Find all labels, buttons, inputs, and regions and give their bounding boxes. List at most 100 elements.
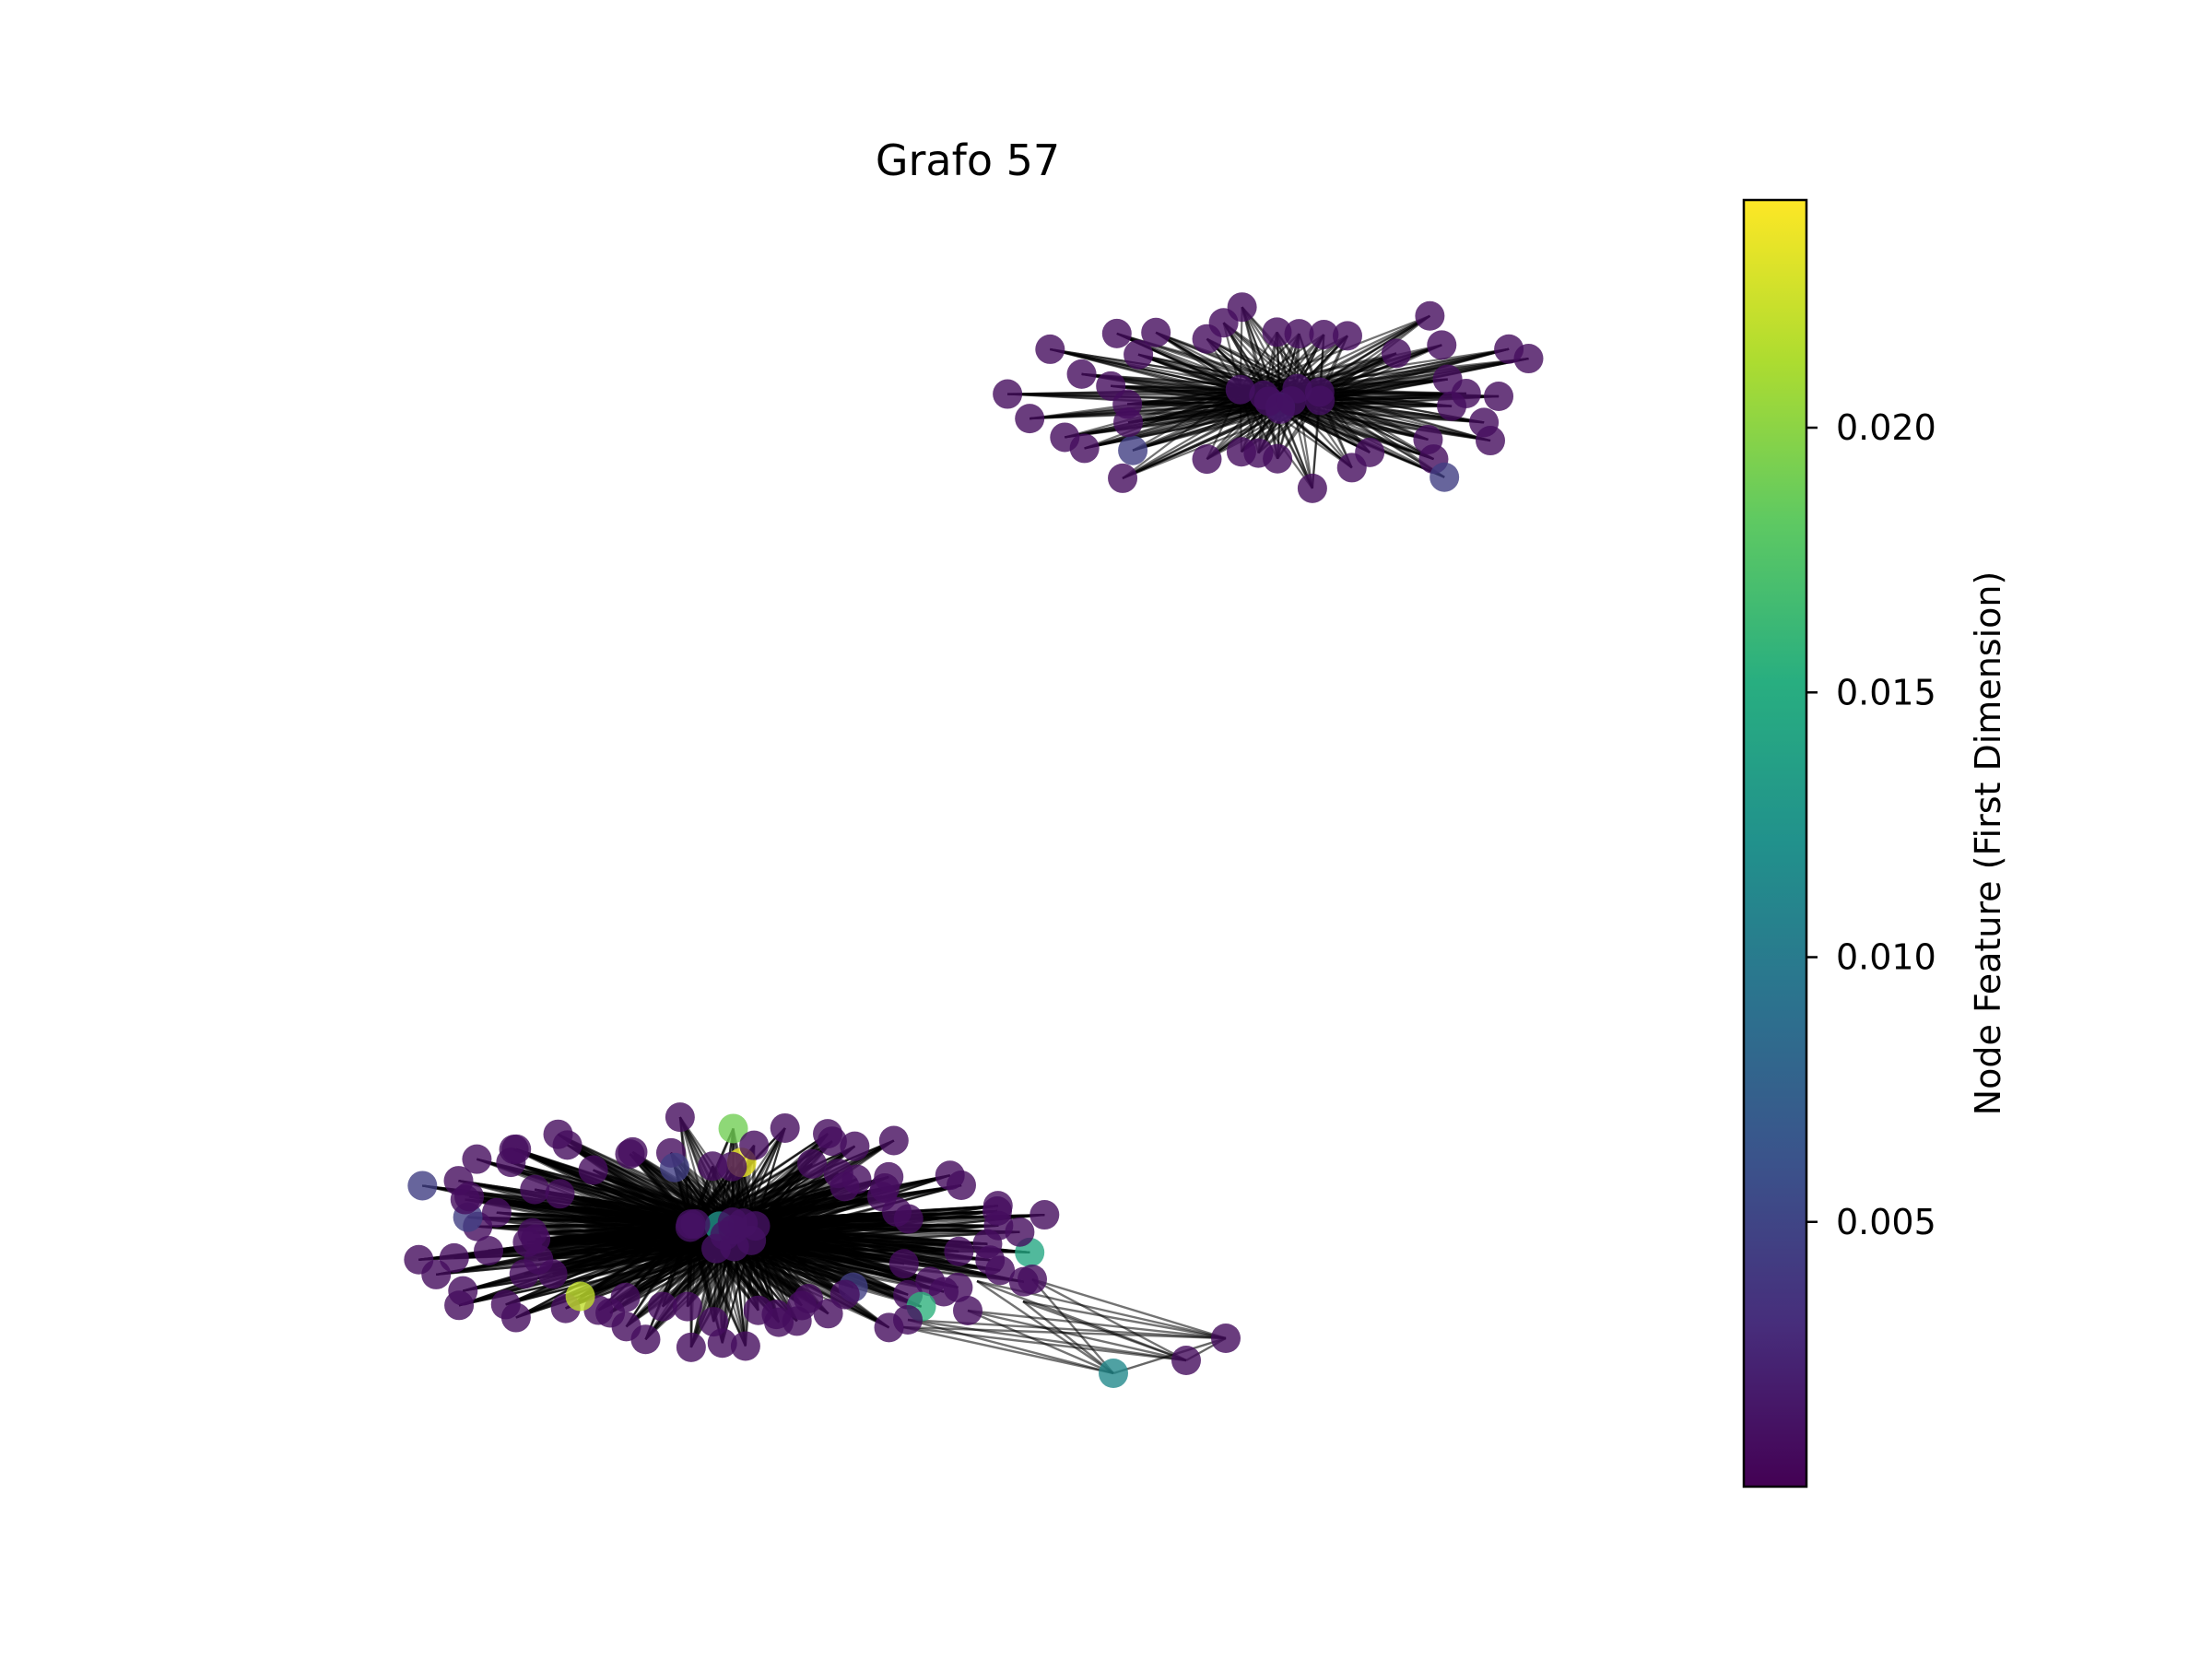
graph-node (647, 1291, 677, 1322)
graph-node (1305, 385, 1335, 416)
graph-node (1015, 404, 1045, 434)
graph-node (481, 1197, 512, 1228)
graph-node (1050, 422, 1080, 453)
graph-node (946, 1171, 976, 1201)
graph-node (1099, 1359, 1128, 1388)
graph-node (610, 1282, 641, 1312)
graph-node (944, 1236, 974, 1266)
graph-node (1451, 379, 1481, 409)
graph-node (1336, 453, 1367, 483)
graph-node (699, 1307, 729, 1337)
graph-node (1018, 1265, 1047, 1294)
graph-node (1513, 344, 1544, 374)
graph-node (1226, 437, 1256, 467)
graph-node (1141, 317, 1171, 347)
colorbar-gradient (1742, 198, 1808, 1488)
graph-node (1332, 321, 1362, 351)
graph-node (840, 1131, 870, 1161)
graph-node (1277, 386, 1307, 417)
graph-node (565, 1281, 595, 1312)
graph-node (830, 1279, 860, 1310)
graph-node (672, 1291, 702, 1322)
colorbar-ticks: 0.005 0.010 0.015 0.020 (1806, 407, 1936, 1242)
graph-node (676, 1332, 706, 1362)
graph-node (448, 1276, 478, 1306)
graph-edge (468, 1195, 717, 1250)
graph-node (817, 1126, 847, 1157)
graph-edge (724, 1230, 1020, 1237)
graph-edge (1031, 1278, 1114, 1374)
graph-edge (902, 1325, 1114, 1375)
graph-node (665, 1102, 695, 1133)
graph-node (888, 1249, 919, 1279)
graph-edge (436, 1247, 717, 1277)
graph-node (545, 1179, 575, 1209)
graph-node (813, 1299, 843, 1329)
graph-edge (902, 1325, 1187, 1362)
colorbar-tick-label: 0.010 (1836, 937, 1936, 978)
graph-node (578, 1155, 608, 1185)
graph-edge (744, 1240, 753, 1347)
graph-edge (1030, 407, 1281, 420)
graph-node (1066, 359, 1097, 389)
graph-node (1124, 339, 1154, 370)
graph-node (1108, 463, 1138, 493)
colorbar-tick-label: 0.005 (1836, 1202, 1936, 1242)
graph-node (490, 1289, 521, 1320)
graph-node (717, 1151, 747, 1182)
graph-edge (1111, 384, 1281, 411)
graph-node (1427, 330, 1457, 360)
graph-node (517, 1218, 547, 1248)
graph-node (407, 1171, 438, 1201)
graph-node (985, 1255, 1016, 1286)
graph-edge (902, 1325, 1227, 1340)
graph-node (462, 1144, 492, 1174)
graph-node (1005, 1217, 1035, 1247)
graph-edge (732, 1220, 1020, 1233)
colorbar-tick-label: 0.020 (1836, 407, 1936, 448)
graph-node (1211, 1324, 1241, 1353)
graph-edge (967, 1309, 1114, 1375)
graph-node (893, 1204, 924, 1234)
graph-node (1284, 319, 1314, 349)
graph-edge (467, 1216, 717, 1250)
graph-edge (1007, 393, 1281, 411)
graph-node (499, 1135, 529, 1165)
graph-node (739, 1130, 770, 1160)
graph-node (718, 1113, 748, 1144)
colorbar-tick-label: 0.015 (1836, 672, 1936, 712)
colorbar-label: Node Feature (First Dimension) (1968, 571, 2008, 1116)
graph-node (1171, 1346, 1201, 1375)
graph-node (1118, 435, 1148, 465)
graph-node (1030, 1200, 1060, 1230)
graph-node (770, 1112, 800, 1143)
graph-node (1035, 334, 1065, 364)
graph-edge (1240, 314, 1430, 391)
graph-node (743, 1295, 773, 1325)
graph-nodes (404, 292, 1544, 1388)
graph-node (830, 1171, 860, 1202)
graph-node (1096, 371, 1126, 401)
graph-edge (967, 1309, 1187, 1362)
graph-node (1253, 386, 1284, 417)
graph-node (893, 1305, 923, 1335)
chart-title: Grafo 57 (876, 135, 1060, 185)
graph-node (953, 1296, 982, 1325)
graph-node (878, 1125, 909, 1156)
graph-node (443, 1166, 474, 1196)
graph-node (928, 1277, 959, 1307)
graph-edge (1031, 1277, 1187, 1362)
graph-node (1415, 300, 1445, 331)
graph-node (1309, 320, 1339, 350)
graph-node (730, 1331, 760, 1361)
graph-node (1381, 338, 1411, 369)
graph-node (717, 1206, 747, 1237)
graph-edge (715, 1230, 1020, 1250)
graph-node (1262, 317, 1292, 347)
graph-node (1225, 374, 1255, 405)
graph-node (1430, 462, 1460, 492)
graph-node (404, 1244, 434, 1275)
graph-node (1192, 444, 1222, 475)
graph-node (675, 1212, 705, 1242)
